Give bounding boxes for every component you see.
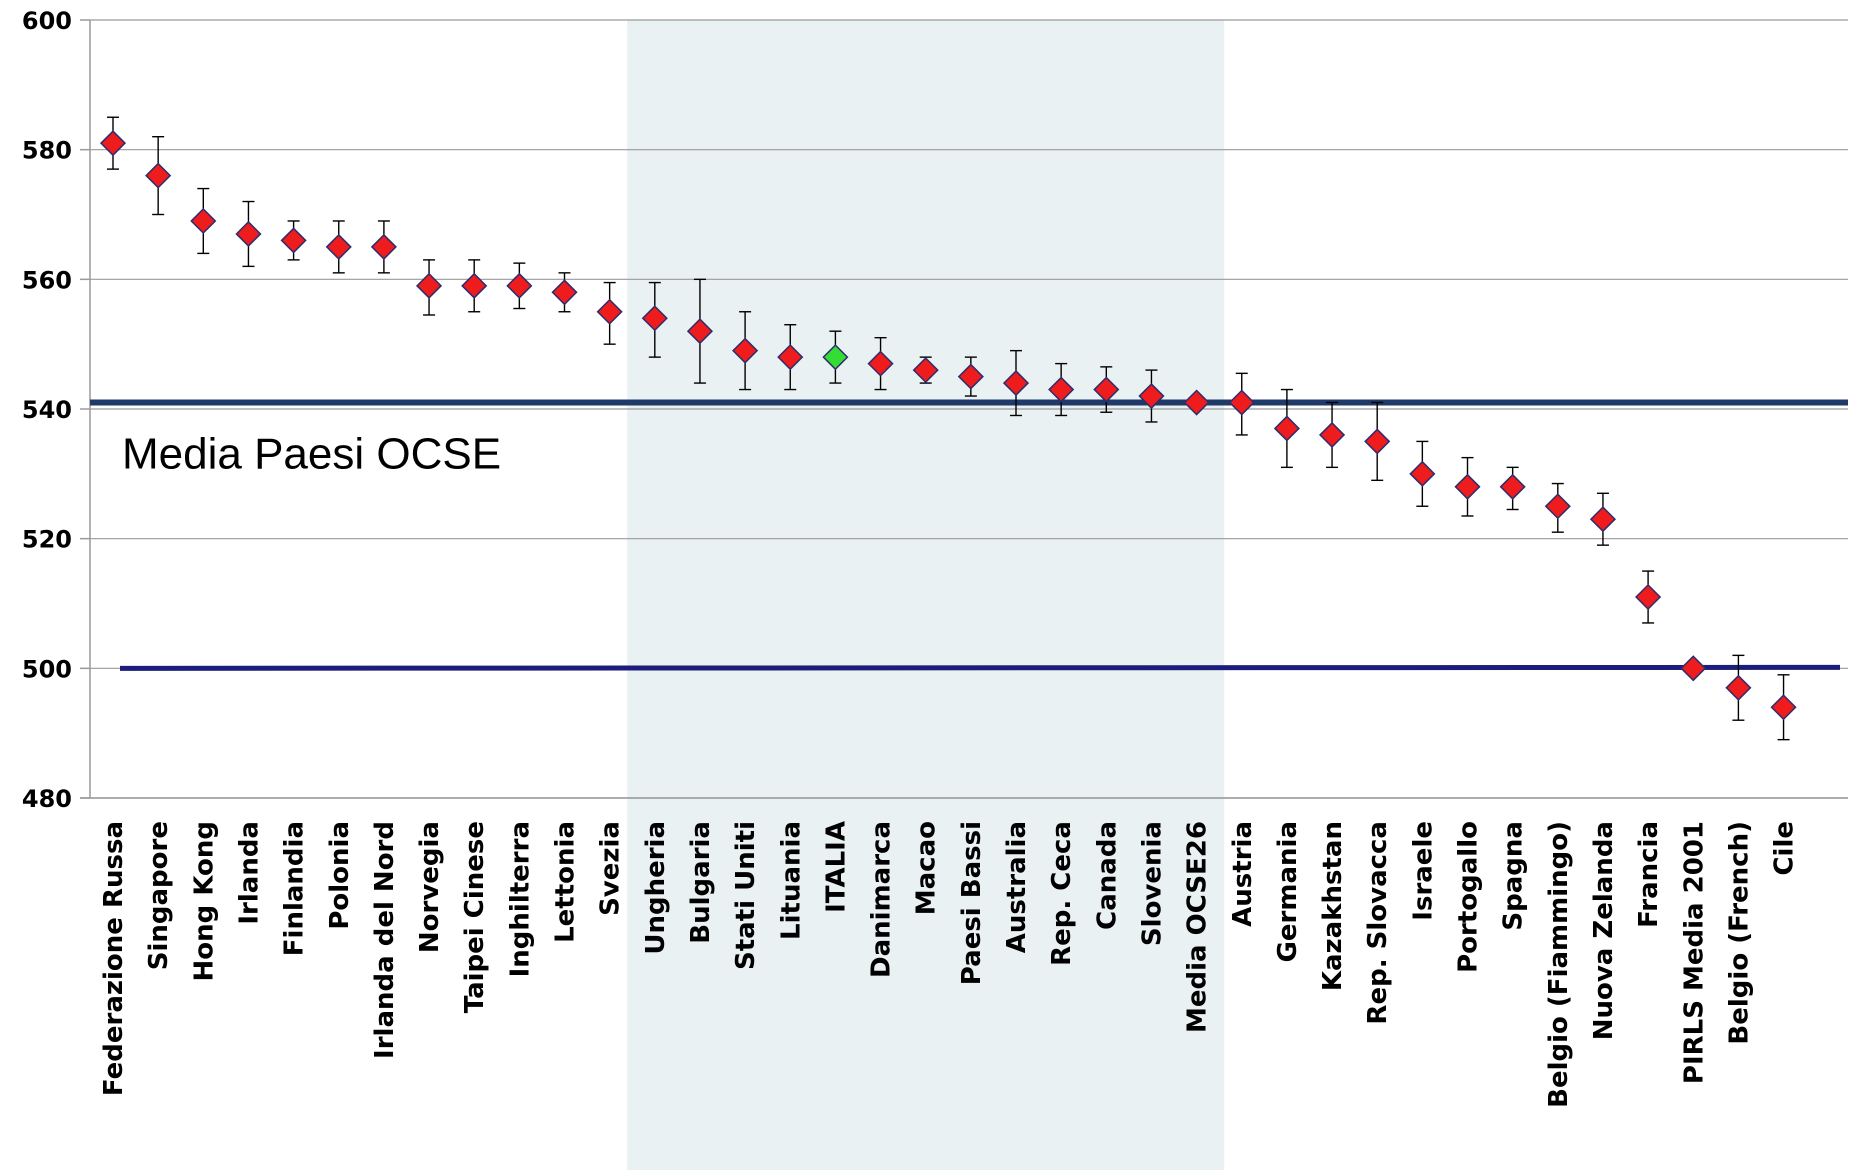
x-tick-label: Paesi Bassi: [957, 821, 987, 985]
x-tick-label: Nuova Zelanda: [1589, 821, 1619, 1040]
data-point-marker: [777, 344, 804, 371]
data-point-marker: [235, 220, 262, 248]
x-tick-label: Canada: [1092, 821, 1122, 930]
data-point-marker: [145, 162, 172, 189]
data-point-marker: [732, 337, 759, 364]
x-tick-label: Cile: [1770, 821, 1800, 876]
data-point-marker: [325, 233, 352, 260]
x-tick-labels: Federazione Russa Singapore Hong Kong Irlan…: [99, 821, 1800, 1108]
data-point-marker: [506, 272, 533, 299]
x-tick-label: Austria: [1228, 821, 1258, 927]
y-tick-label: 500: [22, 655, 72, 683]
data-point-marker: [1228, 389, 1255, 416]
data-point-marker: [1725, 674, 1752, 701]
x-tick-label: Ungheria: [641, 821, 671, 955]
x-tick-label: Norvegia: [415, 821, 445, 953]
data-point-marker: [957, 363, 984, 390]
y-tick-label: 540: [22, 396, 72, 424]
markers: [99, 130, 1797, 721]
x-tick-label: Lituania: [776, 821, 806, 940]
data-point-marker: [1002, 370, 1030, 397]
reference-line-label: Media Paesi OCSE: [122, 430, 501, 479]
x-tick-label: Lettonia: [551, 821, 581, 943]
x-tick-label: Polonia: [325, 821, 355, 930]
data-point-marker: [1093, 376, 1120, 403]
y-tick-label: 520: [22, 526, 72, 554]
data-point-marker: [1138, 382, 1165, 410]
data-point-marker: [190, 207, 217, 235]
x-tick-label: Federazione Russa: [99, 821, 129, 1096]
data-point-marker: [99, 130, 127, 157]
x-tick-label: Irlanda: [234, 821, 264, 925]
data-point-marker: [370, 233, 397, 260]
x-tick-label: Inghilterra: [505, 821, 535, 977]
x-tick-label: Bulgaria: [686, 821, 716, 944]
data-point-marker: [1454, 473, 1481, 500]
data-point-marker: [415, 272, 443, 299]
data-point-marker: [1499, 473, 1526, 500]
data-point-marker: [912, 357, 939, 384]
x-tick-label: Spagna: [1499, 821, 1529, 931]
x-tick-label: ITALIA: [821, 821, 851, 913]
x-tick-label: Rep. Slovacca: [1363, 821, 1393, 1025]
x-tick-label: Stati Uniti: [731, 821, 761, 970]
data-point-marker: [280, 227, 307, 254]
x-tick-label: Belgio (French): [1724, 821, 1754, 1045]
y-tick-label: 580: [22, 137, 72, 165]
x-tick-label: Australia: [1002, 821, 1032, 953]
x-tick-label: Francia: [1634, 821, 1664, 928]
y-tick-label: 480: [22, 785, 72, 813]
x-tick-label: Danimarca: [867, 821, 897, 978]
y-tick-labels: 480 500 520 540 560 580 600: [22, 7, 72, 813]
data-point-marker: [867, 350, 894, 377]
data-point-marker: [1183, 389, 1210, 416]
data-point-marker: [1409, 460, 1436, 487]
data-point-marker: [1048, 376, 1075, 403]
x-tick-label: Slovenia: [1137, 821, 1167, 946]
data-point-marker: [1680, 655, 1707, 682]
x-tick-label: Portogallo: [1454, 821, 1484, 973]
x-tick-label: Taipei Cinese: [460, 821, 490, 1013]
x-tick-label: Media OCSE26: [1183, 821, 1213, 1033]
data-point-marker: [551, 279, 578, 306]
x-tick-label: Israele: [1408, 821, 1438, 921]
data-point-marker: [1364, 428, 1391, 455]
data-point-marker: [1589, 506, 1617, 533]
x-tick-label: Belgio (Fiammingo): [1544, 821, 1574, 1108]
y-tick-label: 560: [22, 266, 72, 294]
x-tick-label: Germania: [1273, 821, 1303, 962]
x-tick-label: Hong Kong: [189, 821, 219, 981]
x-tick-label: Rep. Ceca: [1047, 821, 1077, 966]
data-point-marker: [461, 272, 488, 299]
data-point-marker: [822, 344, 849, 371]
x-tick-label: Irlanda del Nord: [370, 821, 400, 1059]
x-tick-label: Kazakhstan: [1318, 821, 1348, 991]
data-point-marker: [1635, 583, 1662, 611]
data-point-marker: [596, 298, 623, 325]
data-point-marker: [1318, 421, 1346, 448]
x-tick-label: Macao: [912, 821, 942, 915]
data-point-marker: [1544, 493, 1571, 520]
x-tick-label: Finlandia: [280, 821, 310, 956]
data-point-marker: [1273, 415, 1300, 442]
y-tick-label: 600: [22, 7, 72, 35]
x-tick-label: Singapore: [144, 821, 174, 970]
shaded-band: [627, 20, 1225, 1170]
data-point-marker: [1770, 694, 1797, 721]
x-tick-label: PIRLS Media 2001: [1679, 821, 1709, 1084]
data-point-marker: [686, 318, 714, 345]
data-point-marker: [641, 305, 668, 332]
x-tick-label: Svezia: [596, 821, 626, 916]
reference-lines: [90, 399, 1848, 671]
reference-line-500: [119, 664, 1841, 671]
